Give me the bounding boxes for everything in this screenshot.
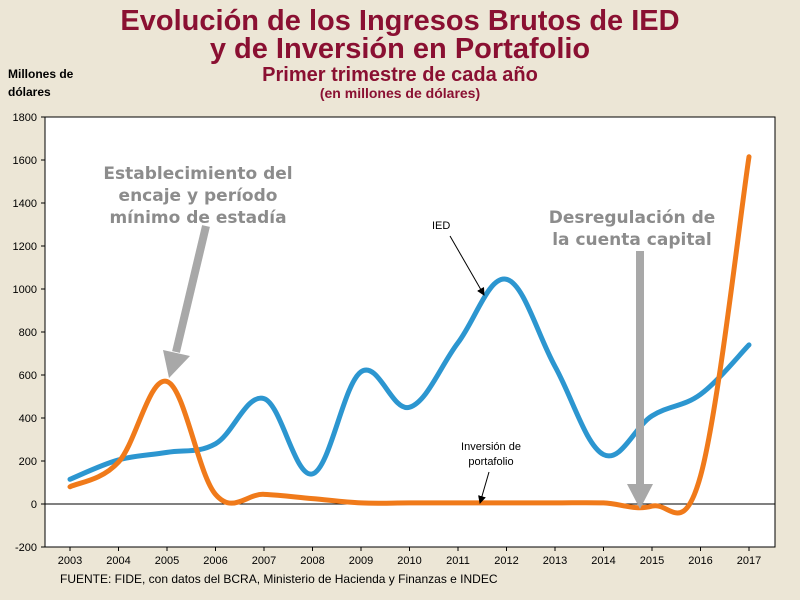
y-tick-label: 800	[19, 327, 37, 339]
chart-title-line1: Evolución de los Ingresos Brutos de IED	[120, 5, 680, 37]
x-tick-label: 2009	[349, 555, 373, 567]
series-label-portafolio-line2: portafolio	[468, 456, 513, 468]
x-tick-label: 2017	[737, 555, 761, 567]
x-tick-label: 2006	[203, 555, 227, 567]
chart-subtitle: Primer trimestre de cada año	[262, 64, 538, 86]
annotation-desregulacion-line1: Desregulación de	[549, 208, 716, 228]
y-tick-label: 1200	[13, 241, 37, 253]
annotation-desregulacion-line2: la cuenta capital	[552, 230, 712, 250]
y-tick-label: 1400	[13, 198, 37, 210]
chart-title-line2: y de Inversión en Portafolio	[209, 33, 591, 65]
y-tick-label: 1000	[13, 284, 37, 296]
x-tick-label: 2004	[106, 555, 130, 567]
series-label-portafolio-pointer	[478, 471, 490, 504]
series-line-ied	[67, 276, 752, 482]
y-axis-units-line1: Millones de	[8, 67, 74, 81]
series-line-portafolio	[67, 154, 752, 516]
y-tick-label: 400	[19, 413, 37, 425]
annotation-desregulacion-arrow	[627, 251, 653, 509]
y-tick-label: 1800	[13, 112, 37, 124]
y-tick-label: 1600	[13, 155, 37, 167]
y-tick-label: -200	[15, 542, 37, 554]
annotation-encaje-arrow	[163, 225, 210, 378]
x-tick-label: 2010	[397, 555, 421, 567]
x-axis: 2003 2004 2005 2006 2007 2008 2009 2010 2011 2012…	[58, 547, 761, 567]
y-axis-units-line2: dólares	[8, 85, 51, 99]
source-note: FUENTE: FIDE, con datos del BCRA, Minist…	[60, 572, 498, 586]
y-tick-label: 600	[19, 370, 37, 382]
x-tick-label: 2007	[252, 555, 276, 567]
x-tick-label: 2005	[155, 555, 179, 567]
x-tick-label: 2016	[688, 555, 712, 567]
y-tick-label: 0	[31, 499, 37, 511]
annotation-encaje-line2: encaje y período	[119, 186, 278, 206]
series-label-portafolio-line1: Inversión de	[461, 441, 521, 453]
annotation-encaje-line3: mínimo de estadía	[109, 208, 286, 228]
x-tick-label: 2015	[640, 555, 664, 567]
y-axis: -200 0 200 400 600 800 1000 1200 1400 1600 1800	[13, 112, 45, 554]
chart-subtitle-units: (en millones de dólares)	[319, 85, 481, 101]
x-tick-label: 2014	[591, 555, 615, 567]
y-axis-units: Millones de dólares	[8, 65, 78, 101]
plot-area	[44, 116, 776, 548]
x-tick-label: 2013	[543, 555, 567, 567]
x-tick-label: 2003	[58, 555, 82, 567]
y-tick-label: 200	[19, 456, 37, 468]
annotation-encaje-line1: Establecimiento del	[103, 164, 292, 184]
series-label-ied-pointer	[449, 235, 485, 296]
x-tick-label: 2008	[300, 555, 324, 567]
x-tick-label: 2012	[494, 555, 518, 567]
series-label-ied: IED	[432, 220, 450, 232]
x-tick-label: 2011	[446, 555, 470, 567]
